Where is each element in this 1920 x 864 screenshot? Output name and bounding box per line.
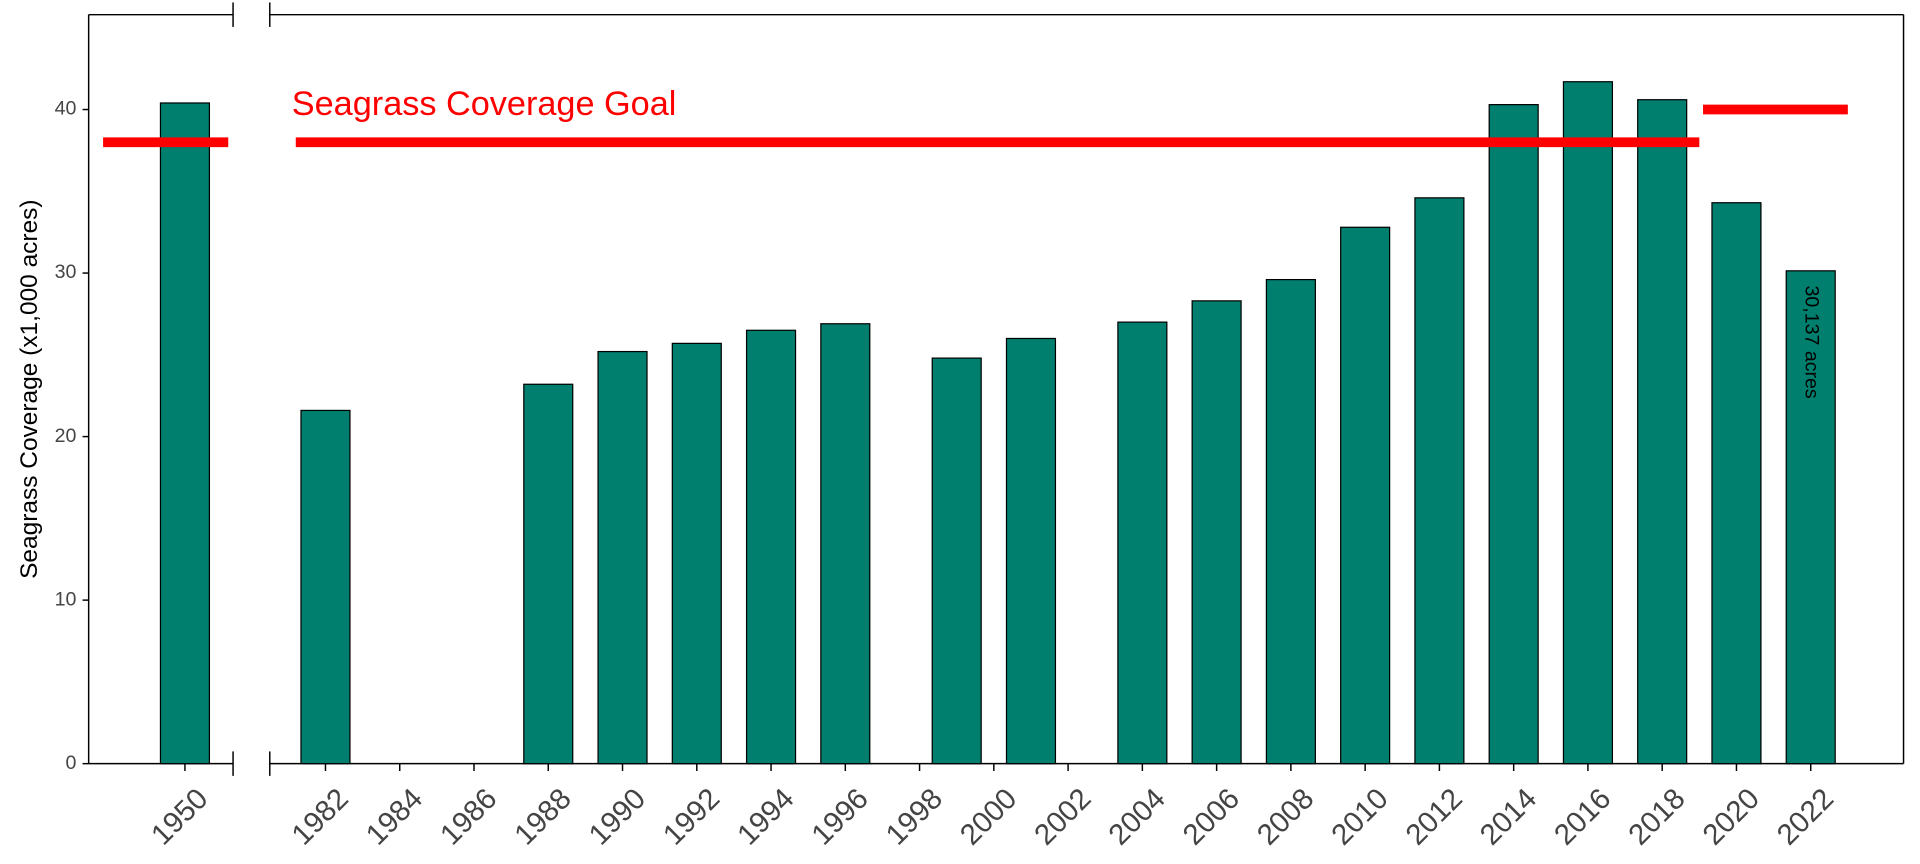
bar <box>523 383 574 765</box>
x-tick-label: 1982 <box>285 782 355 852</box>
bar <box>1340 226 1391 765</box>
bar <box>1488 104 1539 765</box>
x-tick-label: 1986 <box>434 782 504 852</box>
x-tick-label: 2010 <box>1325 782 1395 852</box>
bar <box>1265 278 1316 765</box>
bar <box>597 350 648 765</box>
x-tick-label: 2012 <box>1399 782 1469 852</box>
bar <box>1637 99 1688 765</box>
x-tick-label: 1984 <box>360 782 430 852</box>
y-tick-label: 20 <box>55 425 77 447</box>
x-tick-label: 1996 <box>805 782 875 852</box>
bar <box>1562 81 1614 765</box>
x-tick-label: 1998 <box>879 782 949 852</box>
bar <box>671 342 722 765</box>
bar <box>1414 197 1465 765</box>
x-tick-label: 1990 <box>582 782 652 852</box>
bar <box>931 357 982 765</box>
value-label: 30,137 acres <box>1801 286 1823 399</box>
y-tick-label: 30 <box>55 261 77 283</box>
bar <box>745 329 797 765</box>
x-tick-label: 1988 <box>508 782 578 852</box>
x-tick-label: 2006 <box>1177 782 1247 852</box>
y-axis-title: Seagrass Coverage (x1,000 acres) <box>16 199 43 578</box>
x-tick-label: 1994 <box>731 782 801 852</box>
x-tick-label: 2020 <box>1696 782 1766 852</box>
bar <box>1117 321 1168 765</box>
x-tick-label: 2002 <box>1028 782 1098 852</box>
y-tick-label: 10 <box>55 588 77 610</box>
goal-annotation: Seagrass Coverage Goal <box>292 85 677 123</box>
x-tick-label: 2022 <box>1771 782 1841 852</box>
bar <box>1785 270 1836 765</box>
bar <box>1191 300 1242 765</box>
bar <box>1711 202 1762 765</box>
x-tick-label: 2008 <box>1251 782 1321 852</box>
y-tick-label: 40 <box>55 98 77 120</box>
x-tick-label: 2016 <box>1548 782 1618 852</box>
y-tick-label: 0 <box>66 752 77 774</box>
bar <box>300 409 351 765</box>
bar <box>820 323 871 765</box>
x-tick-label: 1950 <box>145 782 215 852</box>
bar <box>1005 337 1057 765</box>
x-tick-label: 2018 <box>1622 782 1692 852</box>
x-tick-label: 2004 <box>1102 782 1172 852</box>
bar <box>159 102 211 765</box>
x-tick-label: 2014 <box>1474 782 1544 852</box>
x-tick-label: 1992 <box>657 782 727 852</box>
x-tick-label: 2000 <box>954 782 1024 852</box>
